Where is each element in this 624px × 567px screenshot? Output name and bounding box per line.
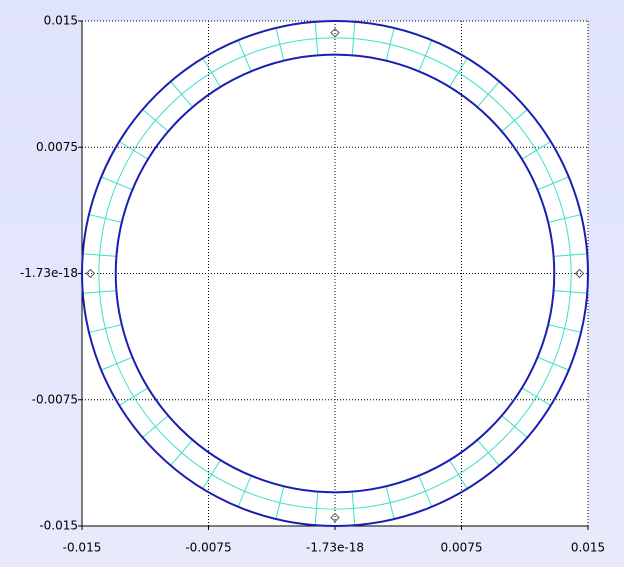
marker <box>574 268 585 279</box>
ring <box>114 53 556 494</box>
y-tick-label: 0.015 <box>44 14 78 28</box>
ring <box>98 37 572 510</box>
x-tick-label: -1.73e-18 <box>306 541 364 555</box>
marker <box>85 268 96 279</box>
x-tick-label: -0.015 <box>63 541 102 555</box>
x-tick-label: -0.0075 <box>185 541 231 555</box>
y-tick-label: -0.015 <box>39 519 78 533</box>
marker <box>330 512 340 523</box>
y-tick-label: -1.73e-18 <box>20 266 78 280</box>
marker <box>330 28 340 38</box>
ring <box>81 20 589 527</box>
y-tick-label: 0.0075 <box>36 140 78 154</box>
y-tick-label: -0.0075 <box>32 392 78 406</box>
x-tick-label: 0.015 <box>571 541 605 555</box>
x-tick-label: 0.0075 <box>441 541 483 555</box>
